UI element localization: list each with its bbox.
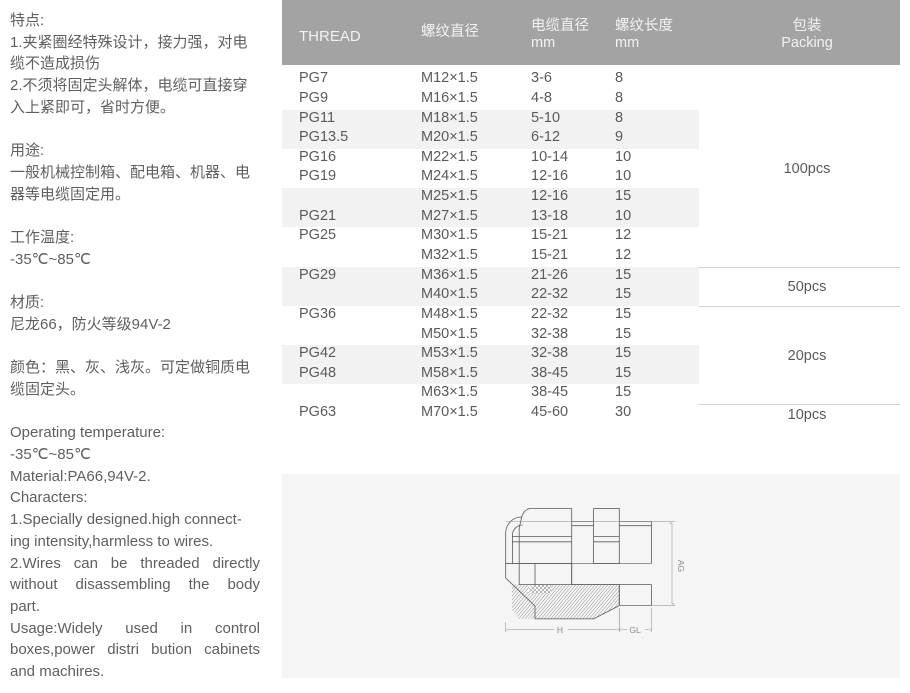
svg-text:GL: GL (629, 625, 641, 635)
svg-text:AG: AG (676, 560, 686, 572)
svg-text:H: H (557, 625, 563, 635)
